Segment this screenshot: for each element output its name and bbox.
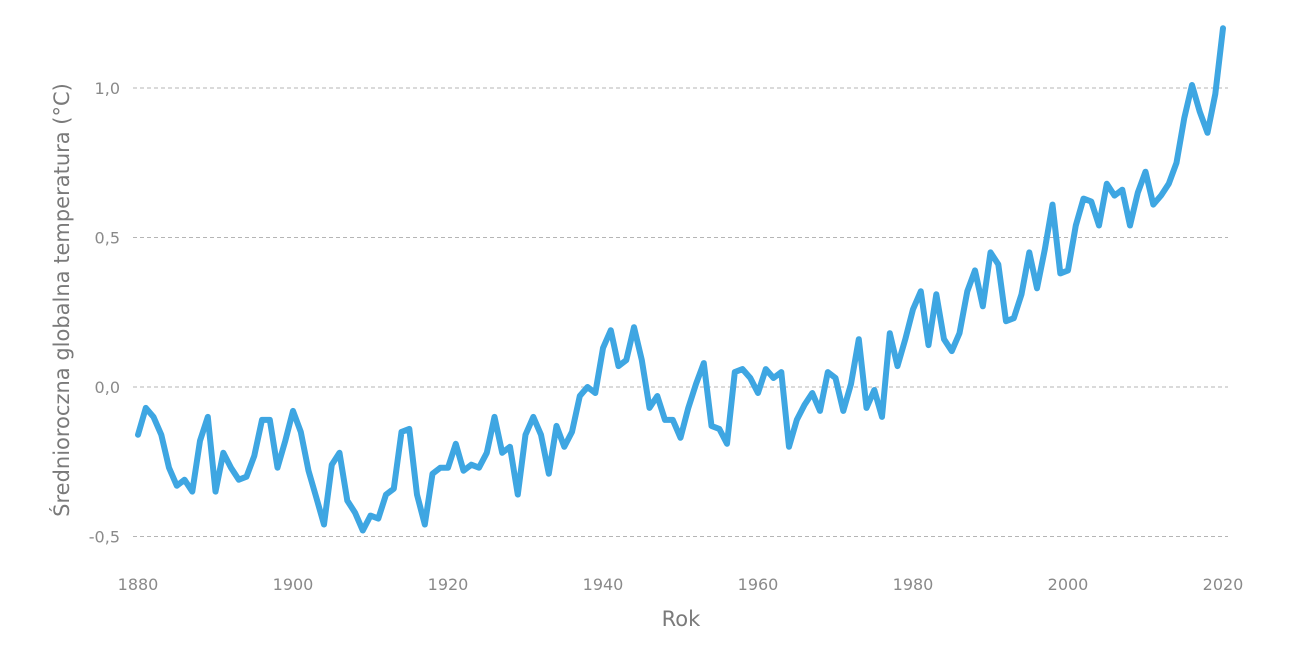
y-axis-title: Średnioroczna globalna temperatura (°C): [49, 83, 74, 517]
y-tick-label: -0,5: [89, 528, 120, 547]
y-tick-label: 0,5: [95, 229, 120, 248]
x-tick-label: 1880: [118, 575, 159, 594]
x-tick-label: 2020: [1203, 575, 1244, 594]
y-tick-label: 0,0: [95, 378, 120, 397]
x-tick-label: 1960: [738, 575, 779, 594]
x-tick-label: 1980: [893, 575, 934, 594]
x-tick-label: 2000: [1048, 575, 1089, 594]
y-tick-label: 1,0: [95, 79, 120, 98]
grid-lines: [133, 87, 1228, 537]
x-tick-labels: 1880 1900 1920 1940 1960 1980 2000 2020: [118, 575, 1244, 594]
x-tick-label: 1940: [583, 575, 624, 594]
y-tick-labels: -0,5 0,0 0,5 1,0: [89, 79, 120, 547]
x-axis-title: Rok: [662, 607, 701, 631]
x-tick-label: 1900: [273, 575, 314, 594]
temperature-series-line: [135, 25, 1226, 534]
x-tick-label: 1920: [428, 575, 469, 594]
